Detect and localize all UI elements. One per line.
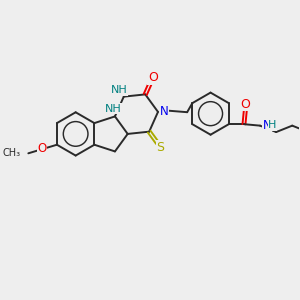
Text: NH: NH: [111, 85, 127, 95]
Text: H: H: [268, 120, 277, 130]
Text: N: N: [159, 105, 168, 118]
Text: S: S: [157, 141, 164, 154]
Text: O: O: [148, 71, 158, 84]
Text: CH₃: CH₃: [3, 148, 21, 158]
Text: O: O: [38, 142, 46, 155]
Text: O: O: [241, 98, 250, 110]
Text: N: N: [262, 118, 271, 132]
Text: NH: NH: [105, 103, 122, 113]
